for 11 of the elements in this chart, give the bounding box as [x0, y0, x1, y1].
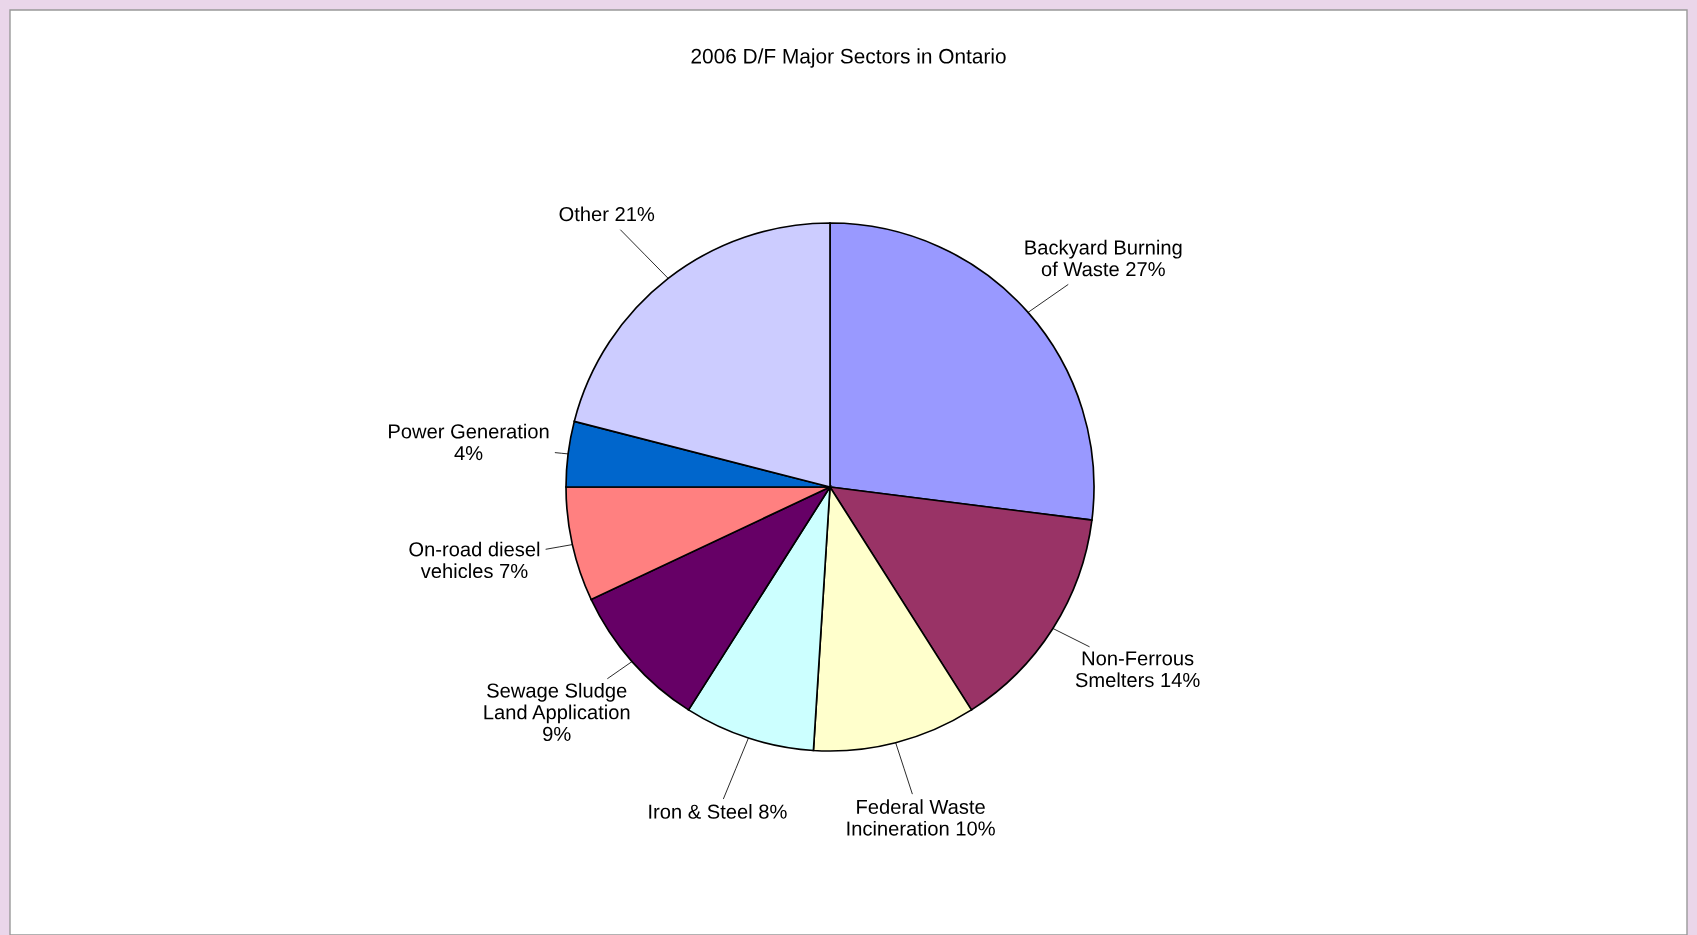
data-label: 4%: [454, 446, 483, 461]
data-label: 9%: [543, 726, 571, 742]
chart-title: 2006 D/F Major Sectors in Ontario: [691, 48, 1006, 68]
slice-label: Backyard Burning of Waste 27%: [1025, 239, 1182, 277]
slice-label: Non-Ferrous Smelters 14%: [1075, 651, 1200, 688]
slice-label: Other 21%: [559, 206, 655, 222]
slice-label: Sewage Sludge Land Application: [484, 682, 630, 724]
slice-label: Iron & Steel 8%: [649, 804, 787, 819]
slice-label: Power Generation: [389, 423, 549, 439]
slice-label: Federal Waste Incineration 10%: [847, 799, 995, 836]
slice-label: On-road diesel vehicles 7%: [409, 541, 540, 579]
